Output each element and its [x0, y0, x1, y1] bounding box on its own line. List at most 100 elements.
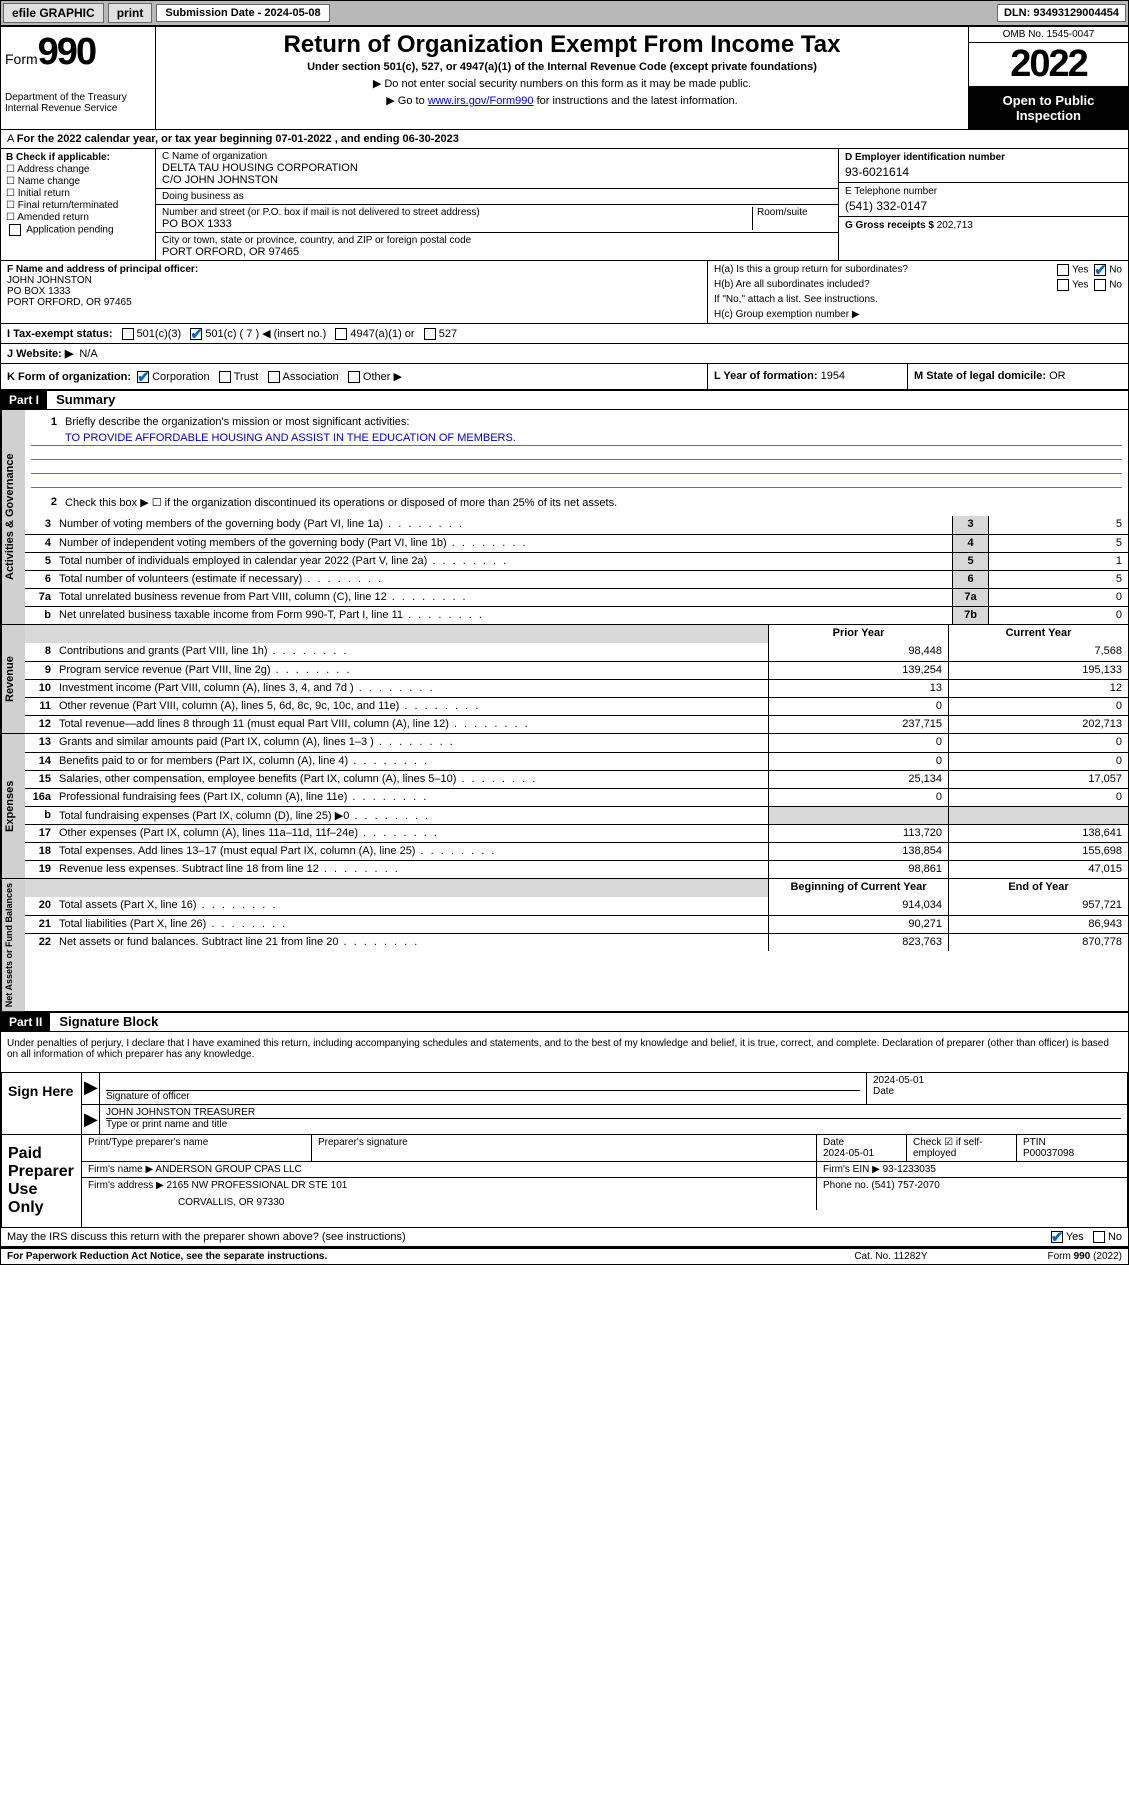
chk-other[interactable] [348, 371, 360, 383]
gross-label: G Gross receipts $ [845, 220, 934, 231]
row-k: K Form of organization: Corporation Trus… [1, 364, 708, 389]
chk-name-change[interactable]: ☐ Name change [6, 176, 150, 187]
m-label: M State of legal domicile: [914, 370, 1046, 382]
chk-app-pending[interactable]: Application pending [6, 224, 150, 236]
table-row: 3Number of voting members of the governi… [25, 516, 1128, 534]
table-row: 16aProfessional fundraising fees (Part I… [25, 788, 1128, 806]
chk-address-change[interactable]: ☐ Address change [6, 164, 150, 175]
col-b-label: B Check if applicable: [6, 152, 150, 163]
form-footer: Form 990 (2022) [1048, 1251, 1122, 1262]
ha-yes[interactable] [1057, 264, 1069, 276]
form-container: Form990 Department of the Treasury Inter… [0, 26, 1129, 1265]
table-row: 15Salaries, other compensation, employee… [25, 770, 1128, 788]
firm-addr2: CORVALLIS, OR 97330 [178, 1197, 810, 1208]
period-text: For the 2022 calendar year, or tax year … [17, 133, 459, 145]
firm-phone-label: Phone no. [823, 1180, 869, 1191]
city-value: PORT ORFORD, OR 97465 [162, 246, 832, 258]
form-prefix: Form [5, 51, 38, 67]
header-right: OMB No. 1545-0047 2022 Open to Public In… [968, 27, 1128, 129]
table-row: 12Total revenue—add lines 8 through 11 (… [25, 715, 1128, 733]
irs-link[interactable]: www.irs.gov/Form990 [428, 95, 534, 107]
row-m: M State of legal domicile: OR [908, 364, 1128, 389]
prep-name-label: Print/Type preparer's name [88, 1137, 305, 1148]
ssn-warning: ▶ Do not enter social security numbers o… [162, 77, 962, 90]
perjury-text: Under penalties of perjury, I declare th… [7, 1038, 1122, 1060]
footer-row: For Paperwork Reduction Act Notice, see … [1, 1248, 1128, 1264]
chk-527[interactable] [424, 328, 436, 340]
chk-trust[interactable] [219, 371, 231, 383]
ha-no[interactable] [1094, 264, 1106, 276]
row-klm: K Form of organization: Corporation Trus… [1, 364, 1128, 391]
prep-date-label: Date [823, 1137, 900, 1148]
chk-final-return[interactable]: ☐ Final return/terminated [6, 200, 150, 211]
table-row: 22Net assets or fund balances. Subtract … [25, 933, 1128, 951]
print-button[interactable]: print [108, 3, 153, 23]
mission-blank3 [31, 474, 1122, 488]
hb-yes[interactable] [1057, 279, 1069, 291]
row-f-h: F Name and address of principal officer:… [1, 261, 1128, 324]
ein-value: 93-6021614 [845, 165, 1122, 179]
discuss-yes[interactable] [1051, 1231, 1063, 1243]
gov-side-label: Activities & Governance [1, 410, 25, 624]
lbl-4947: 4947(a)(1) or [350, 328, 414, 340]
firm-name: ANDERSON GROUP CPAS LLC [155, 1164, 301, 1175]
chk-4947[interactable] [335, 328, 347, 340]
firm-addr-label: Firm's address ▶ [88, 1180, 164, 1191]
part1-title: Summary [56, 392, 115, 407]
row-j: J Website: ▶ N/A [1, 344, 1128, 364]
line-a-period: A For the 2022 calendar year, or tax yea… [1, 130, 1128, 149]
chk-initial-return[interactable]: ☐ Initial return [6, 188, 150, 199]
efile-button[interactable]: efile GRAPHIC [3, 3, 104, 23]
firm-ein-label: Firm's EIN ▶ [823, 1164, 880, 1175]
block-b-c-d: B Check if applicable: ☐ Address change … [1, 149, 1128, 261]
form-header: Form990 Department of the Treasury Inter… [1, 27, 1128, 130]
chk-amended[interactable]: ☐ Amended return [6, 212, 150, 223]
discuss-no[interactable] [1093, 1231, 1105, 1243]
lbl-501c: 501(c) ( 7 ) ◀ (insert no.) [205, 327, 326, 340]
firm-addr1: 2165 NW PROFESSIONAL DR STE 101 [167, 1180, 348, 1191]
dept-label: Department of the Treasury [5, 92, 151, 103]
perjury-block: Under penalties of perjury, I declare th… [1, 1032, 1128, 1066]
table-row: bTotal fundraising expenses (Part IX, co… [25, 806, 1128, 824]
col-prior-header: Prior Year [768, 625, 948, 643]
chk-corp[interactable] [137, 371, 149, 383]
mission-blank1 [31, 446, 1122, 460]
part2-tag: Part II [1, 1013, 50, 1031]
hb-note: If "No," attach a list. See instructions… [714, 294, 1122, 305]
discuss-question: May the IRS discuss this return with the… [7, 1231, 406, 1243]
firm-phone: (541) 757-2070 [871, 1180, 939, 1191]
table-row: 4Number of independent voting members of… [25, 534, 1128, 552]
officer-name-title: JOHN JOHNSTON TREASURER [106, 1107, 1121, 1119]
form-subtitle: Under section 501(c), 527, or 4947(a)(1)… [162, 61, 962, 73]
lbl-527: 527 [439, 328, 457, 340]
col-end-header: End of Year [948, 879, 1128, 897]
care-of: C/O JOHN JOHNSTON [162, 174, 832, 186]
line2-text: Check this box ▶ ☐ if the organization d… [61, 494, 1122, 512]
hb-no[interactable] [1094, 279, 1106, 291]
gross-value: 202,713 [937, 220, 973, 231]
goto-line: ▶ Go to www.irs.gov/Form990 for instruct… [162, 94, 962, 107]
col-b: B Check if applicable: ☐ Address change … [1, 149, 156, 260]
chk-501c[interactable] [190, 328, 202, 340]
chk-assoc[interactable] [268, 371, 280, 383]
officer-addr1: PO BOX 1333 [7, 286, 701, 297]
sig-arrow-icon-2: ▶ [82, 1105, 100, 1134]
ptin-value: P00037098 [1023, 1148, 1121, 1159]
l-label: L Year of formation: [714, 370, 818, 382]
firm-ein: 93-1233035 [883, 1164, 936, 1175]
table-row: bNet unrelated business taxable income f… [25, 606, 1128, 624]
officer-name: JOHN JOHNSTON [7, 275, 701, 286]
prep-sig-label: Preparer's signature [318, 1137, 810, 1148]
row-i: I Tax-exempt status: 501(c)(3) 501(c) ( … [1, 324, 1128, 344]
table-row: 21Total liabilities (Part X, line 26)90,… [25, 915, 1128, 933]
expenses-section: Expenses 13Grants and similar amounts pa… [1, 733, 1128, 878]
phone-value: (541) 332-0147 [845, 199, 1122, 213]
dba-label: Doing business as [162, 191, 832, 202]
col-h: H(a) Is this a group return for subordin… [708, 261, 1128, 323]
ptin-label: PTIN [1023, 1137, 1121, 1148]
j-label: J Website: ▶ [7, 347, 73, 360]
table-row: 10Investment income (Part VIII, column (… [25, 679, 1128, 697]
year-formation: 1954 [821, 370, 845, 382]
form-title: Return of Organization Exempt From Incom… [162, 31, 962, 59]
chk-501c3[interactable] [122, 328, 134, 340]
